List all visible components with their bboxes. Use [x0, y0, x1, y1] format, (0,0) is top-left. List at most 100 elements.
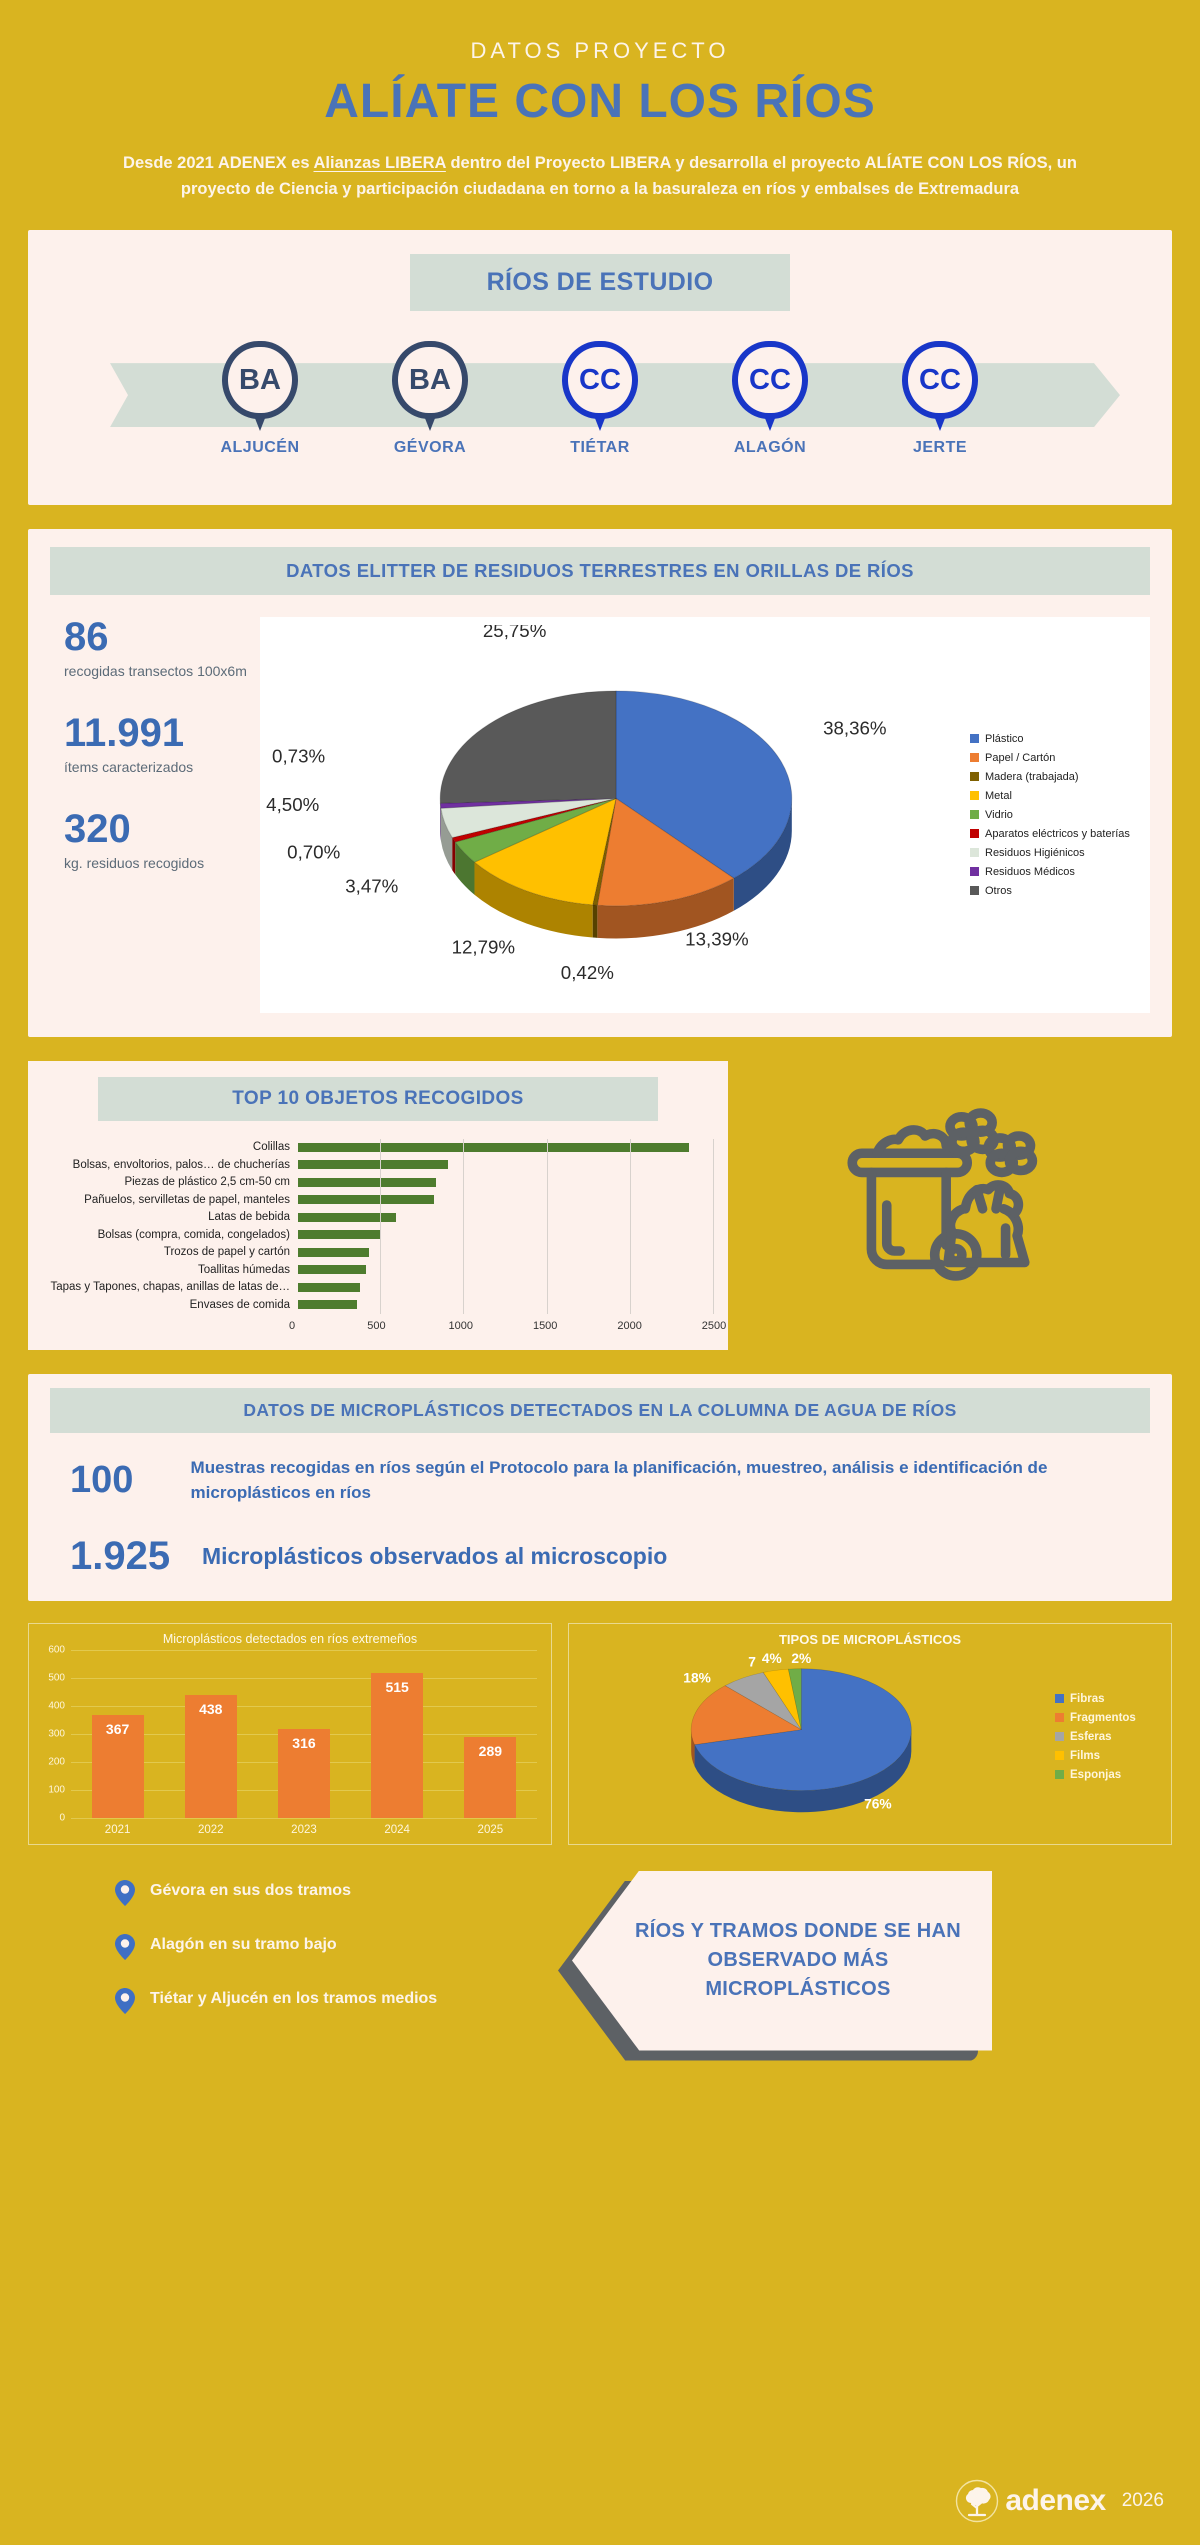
top10-bar-fill [298, 1142, 690, 1152]
river-pin-aljucén[interactable]: BA ALJUCÉN [204, 341, 316, 471]
column-gridline [71, 1705, 537, 1707]
tree-logo-icon [956, 2479, 999, 2523]
top10-axis-tick: 1000 [448, 1319, 474, 1332]
river-pin-label: JERTE [912, 439, 968, 457]
top10-bar-row: Trozos de papel y cartón [42, 1243, 715, 1262]
column-bar: 289 [464, 1736, 517, 1818]
top10-bar-fill [298, 1265, 367, 1275]
river-pin-tiétar[interactable]: CC TIÉTAR [544, 341, 656, 471]
elitter-stat-label: ítems caracterizados [64, 759, 194, 776]
rivers-section-title: RÍOS DE ESTUDIO [410, 254, 790, 312]
charts-row: Microplásticos detectados en ríos extrem… [28, 1622, 1172, 1845]
column-gridline [71, 1817, 537, 1819]
microplastic-types-chart-box: TIPOS DE MICROPLÁSTICOS 76% 18% 7 4% 2% Fibr… [568, 1622, 1172, 1845]
column-x-tick: 2023 [291, 1823, 317, 1836]
legend-swatch [970, 734, 979, 744]
elitter-body: 86 recogidas transectos 100x6m 11.991 ítems… [28, 617, 1172, 1013]
pie-data-label: 13,39% [685, 929, 749, 950]
pie-data-label: 2% [791, 1651, 811, 1666]
top10-bar-row: Piezas de plástico 2,5 cm-50 cm [42, 1173, 715, 1192]
elitter-section-title: DATOS ELITTER DE RESIDUOS TERRESTRES EN … [50, 547, 1150, 596]
top10-bar-row: Tapas y Tapones, chapas, anillas de lata… [42, 1278, 715, 1297]
top10-bar-fill [298, 1195, 435, 1205]
top10-bar-row: Bolsas (compra, comida, congelados) [42, 1226, 715, 1244]
legend-item: Esponjas [1055, 1769, 1163, 1781]
top10-gridlines [298, 1296, 715, 1314]
waste-composition-pie-chart: 38,36% 13,39% 0,42% 12,79% 3,47%0,70% 4,50% 0,… [266, 620, 886, 983]
river-pin-code: CC [902, 341, 978, 420]
river-pin-label: ALJUCÉN [220, 439, 300, 457]
waste-pie-legend: Plástico Papel / Cartón Madera (trabajada)… [966, 625, 1144, 1004]
top10-bar-list: Colillas Bolsas, envoltorios, palos… de c… [42, 1138, 715, 1314]
legend-swatch [970, 791, 979, 801]
legend-label: Aparatos eléctricos y baterías [985, 827, 1130, 840]
pie-slice [439, 690, 617, 804]
microplastics-stat-value-2: 1.925 [70, 1533, 171, 1578]
elitter-card: DATOS ELITTER DE RESIDUOS TERRESTRES EN … [28, 529, 1172, 1037]
legend-swatch [1055, 1751, 1064, 1761]
legend-item: Madera (trabajada) [970, 771, 1144, 783]
river-pin-alagón[interactable]: CC ALAGÓN [714, 341, 826, 471]
river-pin-gévora[interactable]: BA GÉVORA [374, 341, 486, 471]
top10-bar-row: Pañuelos, servilletas de papel, manteles [42, 1191, 715, 1209]
intro-paragraph: Desde 2021 ADENEX es Alianzas LIBERA den… [120, 151, 1080, 202]
top10-bar-fill [298, 1160, 448, 1170]
legend-label: Otros [985, 884, 1012, 897]
pie-slice [694, 1667, 912, 1791]
column-x-tick: 2021 [104, 1823, 131, 1836]
microplastics-year-chart-box: Microplásticos detectados en ríos extrem… [28, 1622, 552, 1845]
pie-slice [473, 797, 617, 906]
elitter-stats-list: 86 recogidas transectos 100x6m 11.991 ítems… [50, 617, 260, 1012]
legend-label: Esferas [1070, 1730, 1112, 1743]
map-pin-icon [115, 1987, 135, 2014]
microplastics-stat-text-1: Muestras recogidas en ríos según el Prot… [190, 1457, 1048, 1503]
pie-slice [615, 690, 793, 879]
trash-bin-and-bag-icon [847, 1108, 1038, 1281]
bullet-text: Tiétar y Aljucén en los tramos medios [150, 1989, 438, 2007]
microplastics-year-plot-area: 0 100 200 300 400 500 600 367 438 316 515 289 [48, 1644, 537, 1823]
map-pin-icon: CC [902, 341, 978, 432]
legend-swatch [1055, 1732, 1064, 1742]
top10-x-axis: 0 500 1000 1500 2000 2500 [289, 1319, 726, 1336]
map-pin-icon: BA [392, 341, 468, 432]
top10-bar-track [298, 1226, 715, 1244]
legend-swatch [970, 753, 979, 763]
top10-card: TOP 10 OBJETOS RECOGIDOS Colillas Bolsas,… [28, 1060, 728, 1350]
elitter-pie-chart-panel: 38,36% 13,39% 0,42% 12,79% 3,47% 0,70% 4,50% 0,… [260, 617, 1150, 1013]
bullet-list: Gévora en sus dos tramos Alagón en su tra… [28, 1871, 548, 2041]
map-pin-icon: CC [732, 341, 808, 432]
river-pin-jerte[interactable]: CC JERTE [884, 341, 996, 471]
microplastics-card: DATOS DE MICROPLÁSTICOS DETECTADOS EN LA… [28, 1373, 1172, 1601]
legend-item: Esferas [1055, 1731, 1163, 1743]
elitter-stat-value: 11.991 [64, 711, 185, 756]
trash-illustration-wrap [728, 1061, 1172, 1350]
pie-slice [440, 798, 617, 839]
legend-item: Fibras [1055, 1693, 1163, 1705]
column-y-tick: 300 [48, 1728, 65, 1740]
bottom-section: Gévora en sus dos tramos Alagón en su tra… [28, 1870, 1172, 2061]
legend-item: Papel / Cartón [970, 752, 1144, 764]
top10-axis-tick: 2000 [617, 1319, 642, 1332]
top10-bar-track [298, 1173, 715, 1192]
legend-swatch [970, 772, 979, 782]
column-bar-value: 367 [105, 1720, 130, 1737]
river-pin-code: BA [392, 341, 468, 420]
microplastics-stat-value-1: 100 [70, 1458, 134, 1501]
alianzas-libera-link[interactable]: Alianzas LIBERA [313, 154, 446, 172]
microplastics-stat-row-2: 1.925 Microplásticos observados al micro… [70, 1534, 1142, 1579]
map-pin-icon [115, 1933, 135, 1960]
elitter-stat-value: 86 [64, 615, 109, 660]
rivers-card: RÍOS DE ESTUDIO BA ALJUCÉN BA GÉVORA CC TIÉTA… [28, 230, 1172, 506]
pie-slice [592, 798, 617, 906]
elitter-stat-label: kg. residuos recogidos [64, 855, 205, 872]
top10-axis-tick: 2500 [701, 1319, 727, 1332]
kicker-text: DATOS PROYECTO [470, 38, 730, 63]
legend-item: Residuos Higiénicos [970, 847, 1144, 859]
pie-slice [787, 1667, 802, 1730]
pie-slice-side [733, 798, 792, 911]
top10-bar-label: Piezas de plástico 2,5 cm-50 cm [124, 1176, 290, 1189]
pie-data-label: 7 [748, 1654, 756, 1669]
pie-data-label: 18% [683, 1670, 711, 1685]
legend-swatch [1055, 1770, 1064, 1780]
top10-bar-row: Toallitas húmedas [42, 1261, 715, 1279]
